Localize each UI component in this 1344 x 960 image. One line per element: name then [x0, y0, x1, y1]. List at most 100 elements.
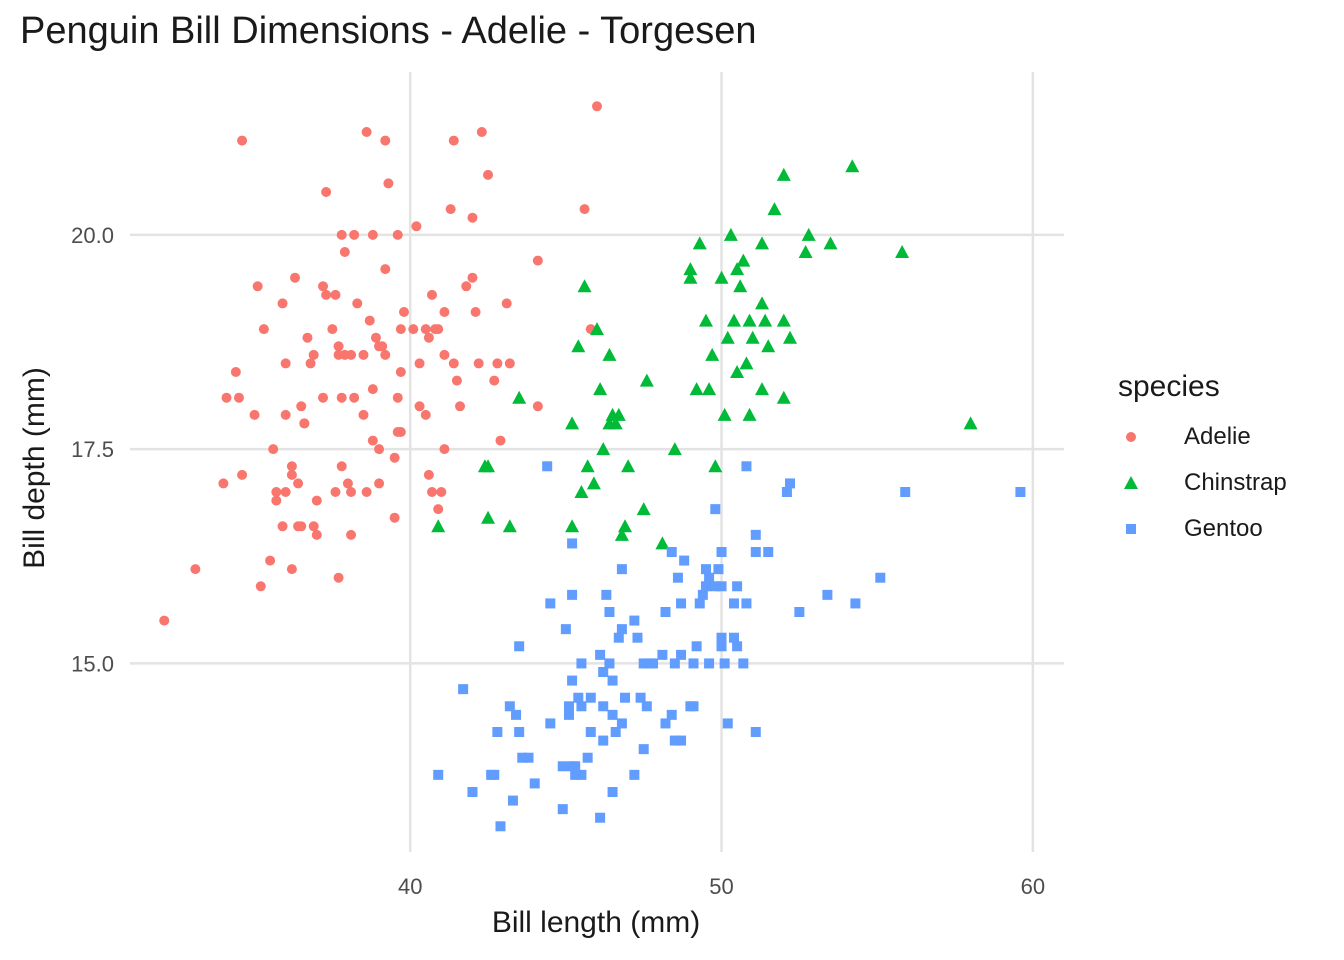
point-gentoo: [514, 727, 525, 737]
legend: species Adelie Chinstrap Gentoo: [1118, 370, 1287, 552]
point-adelie: [398, 307, 409, 317]
point-gentoo: [598, 735, 609, 746]
point-chinstrap: [667, 442, 682, 456]
point-adelie: [451, 375, 462, 386]
point-gentoo: [567, 538, 578, 549]
point-adelie: [271, 487, 282, 497]
point-adelie: [346, 349, 357, 360]
point-chinstrap: [683, 270, 698, 284]
point-chinstrap: [705, 347, 720, 361]
point-gentoo: [607, 787, 618, 797]
point-adelie: [439, 444, 450, 455]
point-gentoo: [595, 812, 606, 823]
point-adelie: [389, 512, 400, 523]
point-gentoo: [576, 769, 587, 780]
point-gentoo: [1015, 487, 1026, 497]
point-adelie: [321, 289, 332, 300]
point-gentoo: [573, 692, 584, 703]
point-gentoo: [582, 752, 593, 763]
point-gentoo: [517, 752, 528, 763]
point-gentoo: [638, 658, 649, 669]
point-adelie: [364, 315, 375, 326]
point-gentoo: [822, 589, 833, 600]
point-adelie: [395, 367, 406, 377]
point-adelie: [433, 324, 444, 335]
point-adelie: [333, 349, 344, 360]
point-gentoo: [719, 658, 730, 669]
point-adelie: [380, 264, 391, 275]
point-adelie: [395, 427, 406, 437]
point-chinstrap: [618, 519, 633, 533]
point-adelie: [436, 487, 447, 497]
point-adelie: [290, 272, 301, 283]
point-adelie: [293, 478, 304, 489]
point-adelie: [336, 392, 347, 403]
legend-item-chinstrap: Chinstrap: [1118, 460, 1287, 506]
point-chinstrap: [593, 382, 608, 396]
point-gentoo: [507, 795, 518, 806]
point-adelie: [280, 409, 291, 420]
point-adelie: [423, 469, 434, 480]
legend-key-circle: [1118, 424, 1144, 450]
point-adelie: [237, 469, 248, 480]
point-chinstrap: [608, 416, 623, 430]
point-adelie: [286, 469, 297, 480]
chart-title: Penguin Bill Dimensions - Adelie - Torge…: [20, 10, 757, 52]
point-gentoo: [570, 761, 581, 772]
point-adelie: [361, 127, 372, 137]
point-adelie: [280, 487, 291, 497]
point-gentoo: [514, 641, 525, 652]
point-gentoo: [794, 607, 805, 617]
point-chinstrap: [717, 407, 732, 421]
point-gentoo: [576, 658, 587, 669]
point-adelie: [336, 229, 347, 240]
point-adelie: [302, 332, 313, 343]
x-tick-label: 40: [398, 874, 422, 899]
point-gentoo: [542, 461, 553, 472]
data-points: [159, 101, 1026, 832]
point-gentoo: [657, 649, 668, 660]
point-gentoo: [529, 778, 540, 789]
point-gentoo: [616, 564, 627, 575]
point-gentoo: [691, 641, 702, 652]
point-adelie: [265, 555, 276, 566]
point-gentoo: [585, 727, 596, 737]
point-gentoo: [666, 709, 677, 720]
point-chinstrap: [755, 382, 770, 396]
point-adelie: [414, 401, 425, 412]
point-adelie: [327, 324, 338, 335]
point-adelie: [358, 349, 369, 360]
point-adelie: [271, 495, 282, 506]
point-gentoo: [495, 821, 506, 832]
point-gentoo: [585, 692, 596, 703]
point-adelie: [408, 324, 419, 335]
point-gentoo: [638, 744, 649, 755]
point-chinstrap: [767, 202, 782, 216]
point-gentoo: [563, 701, 574, 712]
point-adelie: [367, 229, 378, 240]
point-gentoo: [676, 735, 687, 746]
point-adelie: [414, 358, 425, 369]
point-gentoo: [598, 667, 609, 677]
x-tick-label: 60: [1021, 874, 1045, 899]
point-gentoo: [679, 555, 690, 566]
point-chinstrap: [726, 313, 741, 327]
legend-title: species: [1118, 370, 1220, 403]
point-adelie: [367, 435, 378, 446]
x-axis-title: Bill length (mm): [492, 906, 700, 939]
point-adelie: [445, 204, 456, 215]
point-chinstrap: [689, 382, 704, 396]
point-adelie: [346, 487, 357, 497]
point-chinstrap: [783, 330, 798, 344]
legend-item-gentoo: Gentoo: [1118, 506, 1287, 552]
point-gentoo: [750, 727, 761, 737]
point-adelie: [470, 307, 481, 317]
point-gentoo: [750, 529, 761, 540]
point-adelie: [374, 444, 385, 455]
point-chinstrap: [845, 159, 860, 173]
point-adelie: [473, 358, 484, 369]
point-gentoo: [598, 701, 609, 712]
point-adelie: [218, 478, 229, 489]
point-gentoo: [648, 658, 659, 669]
point-adelie: [349, 229, 360, 240]
